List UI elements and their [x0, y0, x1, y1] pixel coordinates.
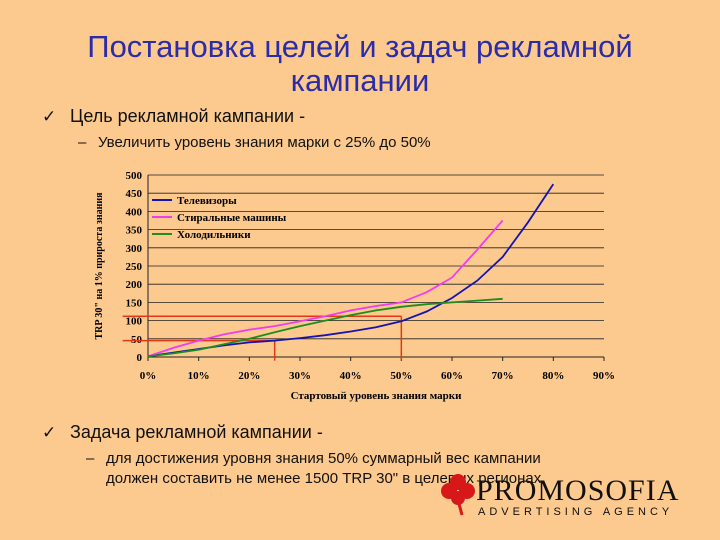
y-tick-label: 500: [126, 170, 143, 182]
x-tick-label: 0%: [140, 370, 157, 382]
x-tick-label: 70%: [492, 370, 514, 382]
x-tick-label: 80%: [542, 370, 564, 382]
goal-bullet: ✓ Цель рекламной кампании -: [42, 106, 305, 127]
y-tick-label: 400: [126, 206, 143, 218]
x-tick-label: 60%: [441, 370, 463, 382]
slide-title: Постановка целей и задач рекламной кампа…: [87, 29, 633, 98]
y-tick-label: 250: [126, 261, 143, 273]
y-tick-label: 300: [126, 243, 143, 255]
goal-heading: Цель рекламной кампании -: [70, 106, 306, 126]
y-tick-label: 50: [131, 334, 143, 346]
goal-item-text: Увеличить уровень знания марки с 25% до …: [98, 134, 431, 151]
checkmark-icon: ✓: [42, 423, 57, 442]
awareness-chart: 0 50 100 150 200 250 300 350 400 450 500 0% 10% 20% 30…: [94, 170, 615, 402]
y-tick-label: 0: [137, 352, 143, 364]
goal-item: – Увеличить уровень знания марки с 25% до…: [78, 133, 431, 153]
dash-glyph: –: [86, 450, 95, 467]
x-tick-label: 90%: [593, 370, 615, 382]
y-tick-label: 100: [126, 316, 143, 328]
legend-label: Телевизоры: [177, 195, 237, 207]
series-line-2: [147, 219, 504, 358]
checkmark-icon: ✓: [42, 107, 57, 126]
task-item-line2: должен составить не менее 1500 TRP 30" в…: [106, 470, 542, 487]
y-axis-label: TRP 30" на 1% прироста знания: [94, 192, 105, 340]
y-tick-label: 150: [126, 297, 143, 309]
logo-name: PROMOSOFIA: [476, 474, 680, 507]
x-tick-label: 30%: [289, 370, 311, 382]
legend-label: Стиральные машины: [177, 212, 287, 224]
task-item-line1: для достижения уровня знания 50% суммарн…: [106, 450, 541, 467]
y-tick-label: 200: [126, 279, 143, 291]
y-tick-label: 450: [126, 188, 143, 200]
task-bullet: ✓ Задача рекламной кампании -: [42, 422, 323, 443]
task-heading: Задача рекламной кампании -: [70, 422, 323, 442]
task-item: – для достижения уровня знания 50% суммар…: [86, 449, 541, 489]
x-tick-label: 50%: [390, 370, 412, 382]
x-axis-label: Стартовый уровень знания марки: [291, 390, 462, 402]
series-line-3: [147, 297, 503, 358]
dash-glyph: –: [78, 134, 87, 151]
promosofia-logo: PROMOSOFIA ADVERTISING AGENCY: [440, 472, 700, 522]
x-tick-label: 40%: [340, 370, 362, 382]
x-tick-label: 20%: [238, 370, 260, 382]
y-tick-label: 350: [126, 225, 143, 237]
legend-label: Холодильники: [177, 229, 251, 241]
logo-tagline: ADVERTISING AGENCY: [478, 506, 674, 518]
clover-icon: [441, 474, 475, 516]
x-tick-label: 10%: [188, 370, 210, 382]
